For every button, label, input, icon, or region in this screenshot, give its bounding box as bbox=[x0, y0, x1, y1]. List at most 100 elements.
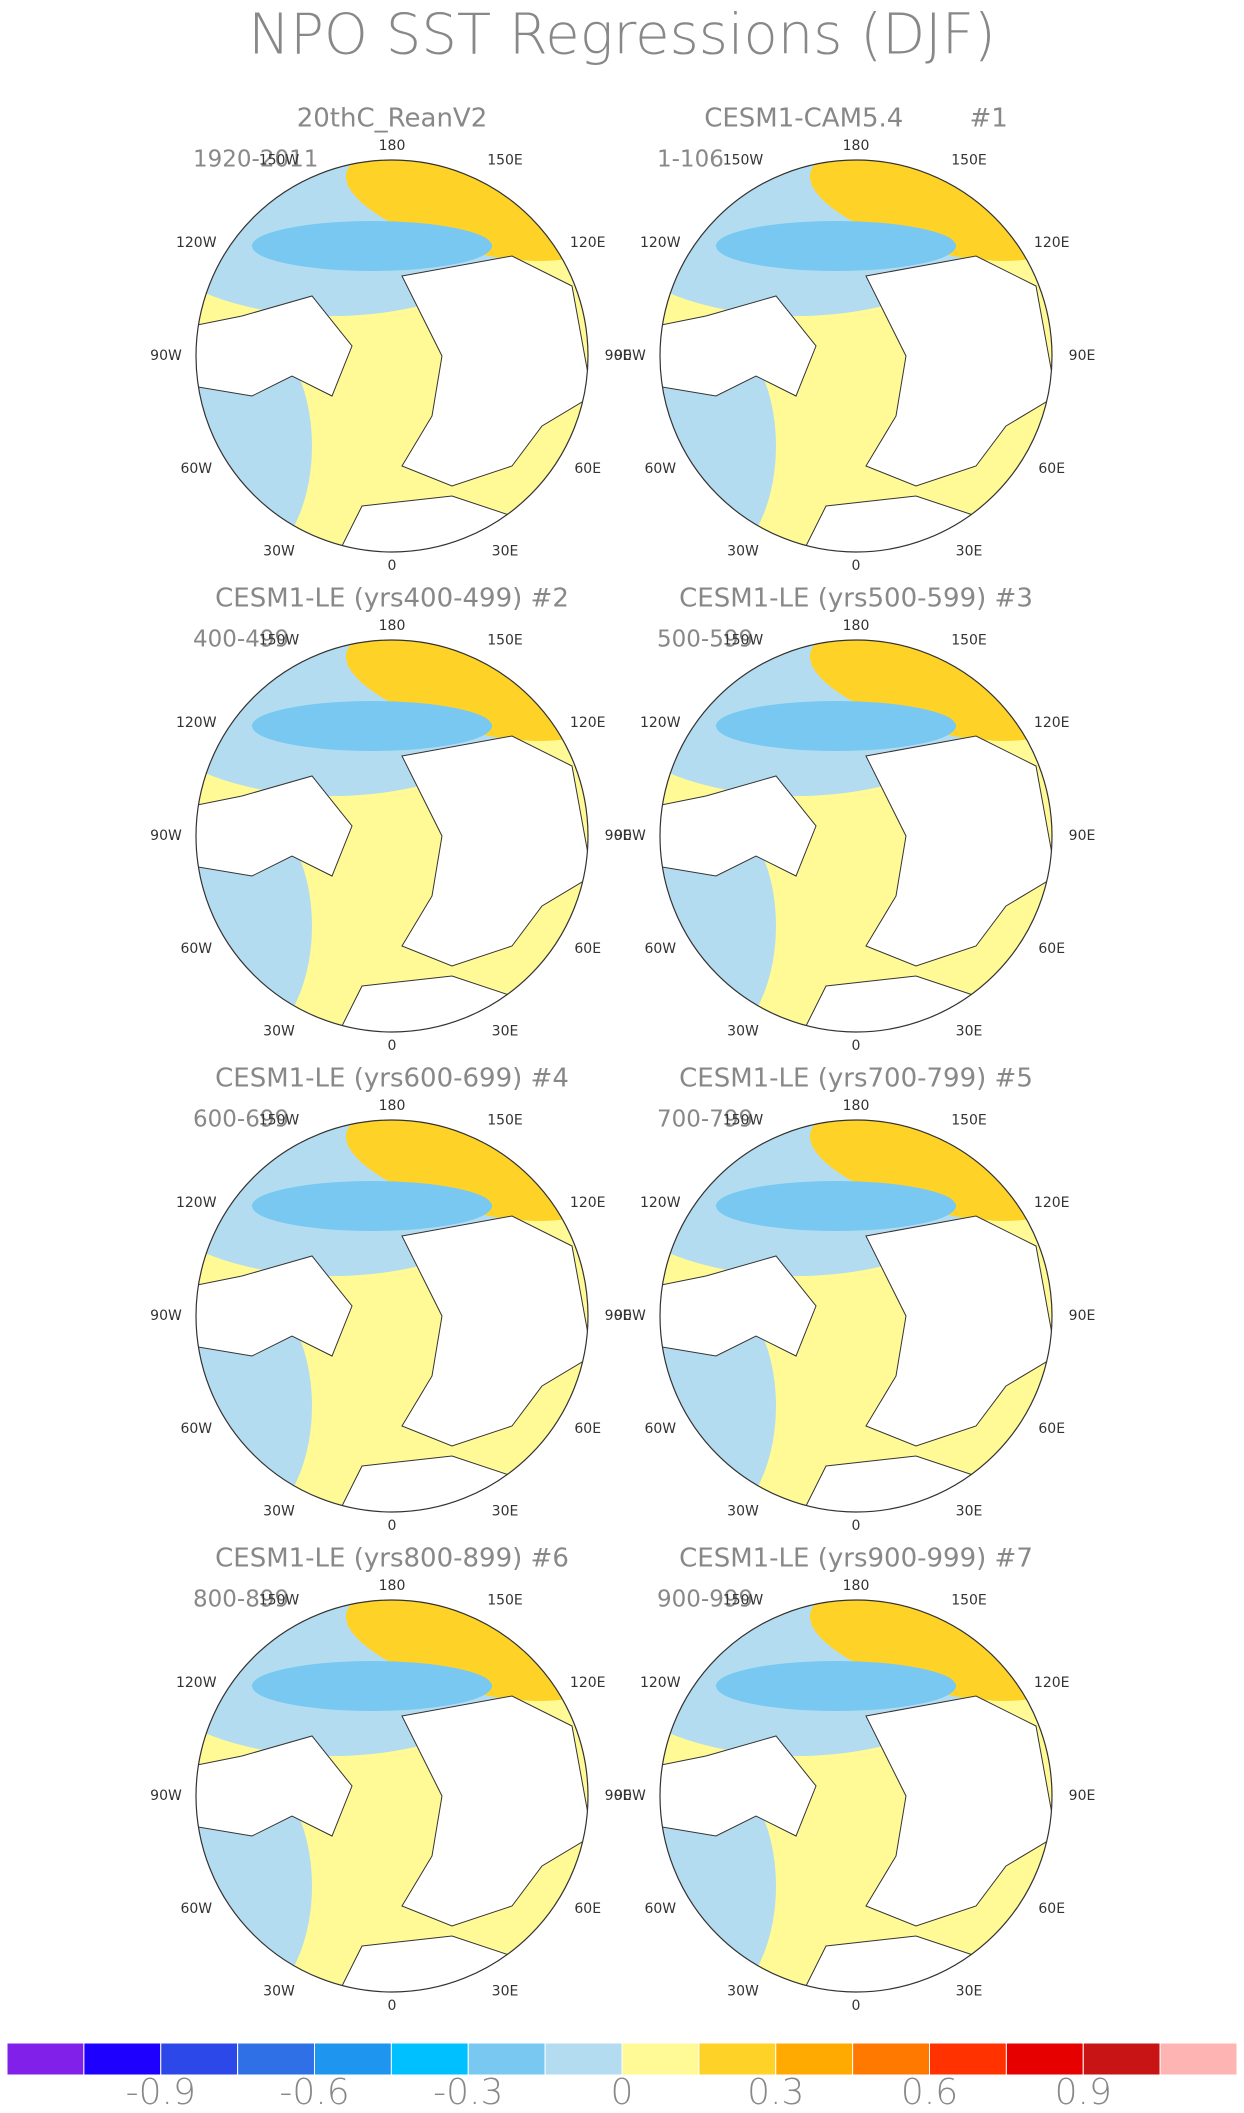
map-border bbox=[195, 1599, 589, 1993]
panel-period: 500-599 bbox=[657, 627, 753, 653]
longitude-label: 30W bbox=[263, 544, 295, 560]
colorbar-box bbox=[698, 2042, 777, 2076]
longitude-label: 30E bbox=[956, 1024, 983, 1040]
longitude-label: 120W bbox=[640, 1195, 681, 1211]
longitude-label: 0 bbox=[388, 558, 397, 574]
map-shading bbox=[660, 640, 1052, 1032]
longitude-label: 60W bbox=[180, 1421, 212, 1437]
map-panel: CESM1-CAM5.4 #1 1-106 180 150E 120E 90E 60E 30E… bbox=[614, 104, 1095, 575]
longitude-label: 150W bbox=[723, 152, 764, 168]
longitude-label: 30E bbox=[492, 1984, 519, 2000]
longitude-label: 120W bbox=[640, 235, 681, 251]
panel-title: CESM1-LE (yrs700-799) #5 bbox=[679, 1064, 1033, 1094]
colorbar-box bbox=[1082, 2042, 1161, 2076]
longitude-label: 120W bbox=[176, 715, 217, 731]
longitude-label: 0 bbox=[388, 1998, 397, 2014]
panel-title: CESM1-LE (yrs600-699) #4 bbox=[215, 1064, 569, 1094]
panel-title: CESM1-LE (yrs900-999) #7 bbox=[679, 1544, 1033, 1574]
longitude-label: 120W bbox=[640, 1675, 681, 1691]
longitude-label: 60E bbox=[574, 1421, 601, 1437]
longitude-label: 120E bbox=[1034, 715, 1070, 731]
longitude-label: 30W bbox=[263, 1024, 295, 1040]
longitude-label: 150W bbox=[723, 632, 764, 648]
colorbar: -0.9 -0.6 -0.3 0 0.3 0.6 0.9 bbox=[6, 2042, 1238, 2113]
longitude-label: 180 bbox=[379, 138, 406, 154]
panel-title: CESM1-LE (yrs500-599) #3 bbox=[679, 584, 1033, 614]
longitude-label: 90E bbox=[1069, 828, 1096, 844]
longitude-label: 60W bbox=[644, 1421, 676, 1437]
longitude-label: 30W bbox=[727, 1504, 759, 1520]
longitude-label: 60W bbox=[180, 941, 212, 957]
longitude-label: 150E bbox=[487, 1112, 523, 1128]
map-shading bbox=[196, 160, 588, 552]
longitude-label: 150W bbox=[259, 1112, 300, 1128]
colorbar-box bbox=[6, 2042, 85, 2076]
colorbar-tick-label: -0.3 bbox=[433, 2072, 503, 2113]
longitude-label: 30E bbox=[492, 1504, 519, 1520]
longitude-label: 90E bbox=[1069, 1788, 1096, 1804]
colorbar-box bbox=[83, 2042, 162, 2076]
longitude-label: 180 bbox=[843, 138, 870, 154]
longitude-label: 120E bbox=[1034, 1195, 1070, 1211]
colorbar-box bbox=[314, 2042, 392, 2076]
map-panel: CESM1-LE (yrs500-599) #3 500-599 180 150E 12… bbox=[614, 584, 1096, 1055]
longitude-label: 180 bbox=[379, 618, 406, 634]
longitude-label: 150E bbox=[487, 152, 523, 168]
longitude-label: 60E bbox=[1038, 1421, 1065, 1437]
longitude-label: 120E bbox=[570, 1195, 606, 1211]
longitude-label: 60E bbox=[574, 941, 601, 957]
colorbar-tick-label: 0.3 bbox=[747, 2072, 804, 2113]
map-border bbox=[659, 639, 1053, 1033]
longitude-label: 60W bbox=[180, 461, 212, 477]
longitude-label: 90W bbox=[614, 1308, 646, 1324]
longitude-label: 30W bbox=[727, 1024, 759, 1040]
longitude-label: 60E bbox=[574, 1901, 601, 1917]
map-shading bbox=[660, 1600, 1052, 1992]
longitude-label: 150W bbox=[723, 1112, 764, 1128]
map-border bbox=[195, 159, 589, 553]
longitude-label: 60W bbox=[180, 1901, 212, 1917]
colorbar-tick-label: 0 bbox=[611, 2072, 634, 2113]
longitude-label: 60E bbox=[1038, 461, 1065, 477]
longitude-label: 90W bbox=[150, 1308, 182, 1324]
longitude-label: 120E bbox=[1034, 235, 1070, 251]
map-shading bbox=[660, 1120, 1052, 1512]
longitude-label: 150W bbox=[259, 152, 300, 168]
longitude-label: 180 bbox=[843, 1578, 870, 1594]
longitude-label: 90W bbox=[614, 348, 646, 364]
map-shading bbox=[196, 640, 588, 1032]
longitude-label: 180 bbox=[843, 1098, 870, 1114]
longitude-label: 30E bbox=[492, 1024, 519, 1040]
colorbar-box bbox=[160, 2042, 239, 2076]
longitude-label: 150E bbox=[487, 632, 523, 648]
longitude-label: 90W bbox=[150, 828, 182, 844]
longitude-label: 180 bbox=[843, 618, 870, 634]
colorbar-tick-label: -0.9 bbox=[126, 2072, 196, 2113]
longitude-label: 90W bbox=[150, 1788, 182, 1804]
longitude-label: 30E bbox=[956, 544, 983, 560]
map-border bbox=[659, 1119, 1053, 1513]
colorbar-box bbox=[1005, 2042, 1084, 2076]
longitude-label: 120E bbox=[570, 1675, 606, 1691]
colorbar-tick-label: -0.6 bbox=[279, 2072, 349, 2113]
map-panel: CESM1-LE (yrs800-899) #6 800-899 180 150E 12… bbox=[150, 1544, 632, 2015]
longitude-label: 90E bbox=[605, 348, 632, 364]
colorbar-box bbox=[237, 2042, 315, 2076]
longitude-label: 30W bbox=[263, 1504, 295, 1520]
colorbar-tick-label: 0.9 bbox=[1055, 2072, 1112, 2113]
longitude-label: 60W bbox=[644, 461, 676, 477]
longitude-label: 180 bbox=[379, 1098, 406, 1114]
panel-title: CESM1-LE (yrs800-899) #6 bbox=[215, 1544, 569, 1574]
panel-title: CESM1-CAM5.4 #1 bbox=[704, 104, 1008, 134]
longitude-label: 90E bbox=[605, 1788, 632, 1804]
panel-title: 20thC_ReanV2 bbox=[297, 104, 488, 134]
longitude-label: 120E bbox=[1034, 1675, 1070, 1691]
longitude-label: 150W bbox=[259, 1592, 300, 1608]
longitude-label: 0 bbox=[852, 558, 861, 574]
longitude-label: 60E bbox=[574, 461, 601, 477]
colorbar-box bbox=[544, 2042, 623, 2076]
longitude-label: 0 bbox=[388, 1038, 397, 1054]
longitude-label: 120W bbox=[640, 715, 681, 731]
longitude-label: 0 bbox=[852, 1998, 861, 2014]
longitude-label: 180 bbox=[379, 1578, 406, 1594]
